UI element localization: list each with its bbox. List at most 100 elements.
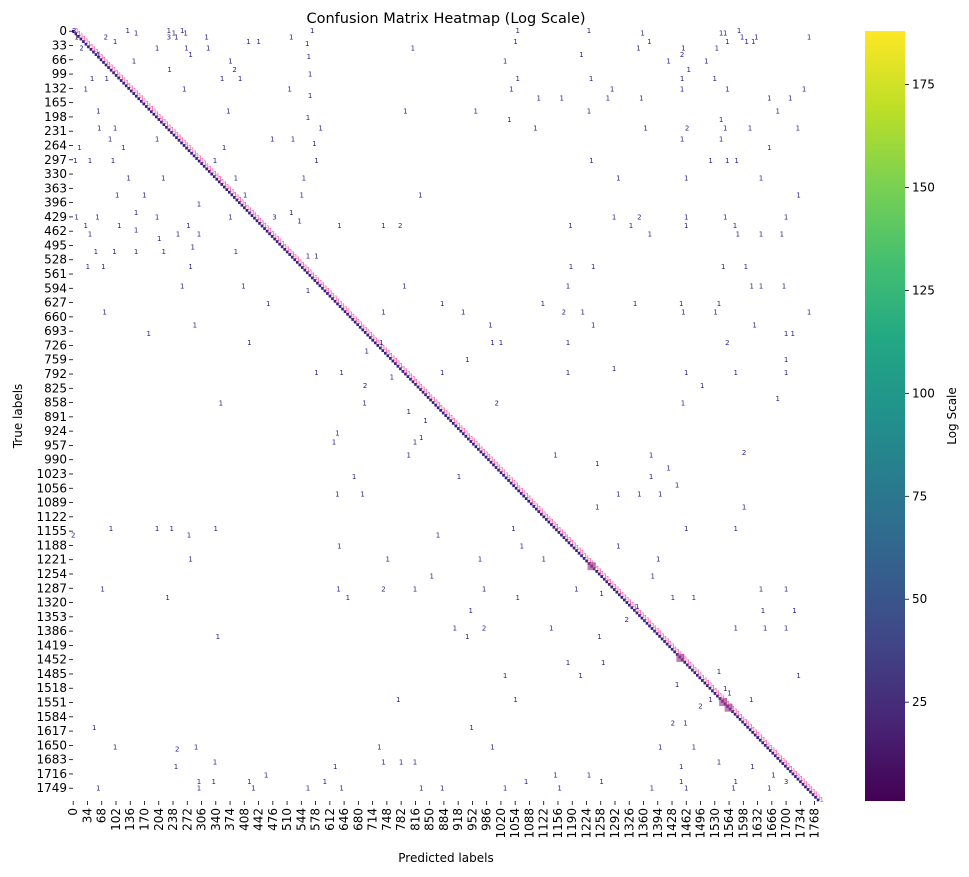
cell-count-label: 1 [734, 625, 738, 633]
diagonal-cell-label: 1 [633, 604, 637, 612]
cell-count-label: 1 [589, 157, 593, 165]
diagonal-cell [467, 437, 470, 441]
chart-title: Confusion Matrix Heatmap (Log Scale) [306, 11, 585, 27]
x-tick-label: 340 [209, 808, 223, 831]
cell-count-label: 1 [802, 86, 806, 94]
diagonal-cell-label: 1 [588, 557, 592, 565]
diagonal-cell [585, 559, 588, 563]
cell-count-label: 1 [601, 659, 605, 667]
cell-count-label: 1 [736, 231, 740, 239]
diagonal-cell-label: 1 [397, 360, 401, 368]
cell-count-label: 1 [289, 34, 293, 42]
diagonal-cell-label: 1 [711, 684, 715, 692]
cell-count-label: 2 [232, 66, 236, 74]
diagonal-cell-label: 1 [299, 258, 303, 266]
diagonal-cell [129, 89, 133, 93]
cell-count-label: 1 [591, 322, 595, 330]
cell-count-label: 2 [71, 531, 75, 539]
diagonal-cell-label: 1 [616, 586, 620, 594]
cell-count-label: 1 [461, 309, 465, 317]
x-tick-label: 374 [223, 808, 237, 831]
diagonal-cell [190, 151, 193, 155]
y-tick-label: 1485 [36, 667, 67, 681]
diagonal-cell [351, 318, 354, 321]
cell-count-label: 1 [336, 586, 340, 594]
diagonal-cell [240, 203, 244, 207]
cell-count-label: 1 [759, 283, 763, 291]
diagonal-cell-label: 1 [170, 126, 174, 134]
cell-count-label: 1 [73, 157, 77, 165]
diagonal-cell-label: 1 [621, 591, 625, 599]
x-tick-label: 34 [80, 808, 94, 823]
y-tick-label: 198 [44, 110, 67, 124]
cell-count-label: 1 [385, 555, 389, 563]
diagonal-cell [441, 411, 445, 415]
cell-count-label: 1 [647, 38, 651, 46]
cell-count-label: 2 [363, 382, 367, 390]
diagonal-cell-label: 1 [518, 484, 522, 492]
y-tick-label: 957 [44, 438, 67, 452]
cell-count-label: 1 [204, 34, 208, 42]
diagonal-cell-label: 1 [477, 443, 481, 451]
diagonal-cell-label: 1 [709, 682, 713, 690]
diagonal-cell [336, 302, 339, 306]
diagonal-cell [487, 458, 490, 462]
diagonal-cell-label: 1 [716, 689, 720, 697]
diagonal-cell [303, 268, 307, 272]
diagonal-cell [575, 549, 578, 553]
diagonal-cell [786, 767, 790, 771]
cell-count-label: 1 [96, 785, 100, 793]
cell-count-label: 1 [666, 464, 670, 472]
cell-count-label: 1 [187, 531, 191, 539]
diagonal-cell [207, 170, 211, 173]
cell-count-label: 1 [767, 785, 771, 793]
cell-count-label: 1 [684, 174, 688, 182]
diagonal-cell [494, 466, 498, 469]
diagonal-cell-label: 1 [457, 422, 461, 430]
diagonal-cell-label: 1 [538, 505, 542, 513]
diagonal-cell-label: 1 [784, 760, 788, 768]
x-tick-label: 102 [109, 808, 123, 831]
diagonal-cell-label: 1 [185, 141, 189, 149]
cell-count-label: 1 [731, 785, 735, 793]
y-tick-label: 1188 [36, 538, 67, 552]
diagonal-cell-label: 1 [419, 383, 423, 391]
diagonal-cell [220, 183, 224, 186]
diagonal-cell-label: 1 [523, 489, 527, 497]
diagonal-cell [180, 141, 183, 145]
diagonal-cell [260, 224, 264, 228]
diagonal-cell [348, 315, 352, 319]
diagonal-cell-label: 1 [75, 27, 79, 35]
diagonal-cell-label: 1 [148, 103, 152, 111]
diagonal-cell [758, 738, 762, 742]
cell-count-label: 1 [74, 213, 78, 221]
cell-count-label: 1 [784, 330, 788, 338]
diagonal-cell-label: 1 [706, 679, 710, 687]
diagonal-cell-label: 1 [251, 209, 255, 217]
diagonal-cell-label: 1 [155, 110, 159, 118]
cell-count-label: 1 [246, 38, 250, 46]
x-tick-label: 544 [294, 808, 308, 831]
diagonal-cell-label: 1 [362, 323, 366, 331]
diagonal-cell-label: 1 [414, 378, 418, 386]
cell-count-label: 1 [733, 222, 737, 230]
diagonal-cell [192, 154, 196, 158]
diagonal-cell-label: 1 [553, 521, 557, 529]
cell-count-label: 1 [503, 672, 507, 680]
diagonal-cell [363, 331, 367, 334]
y-tick-label: 66 [52, 53, 67, 67]
x-tick-label: 1598 [736, 808, 750, 839]
cell-count-label: 1 [721, 263, 725, 271]
diagonal-cell [733, 712, 737, 716]
cell-count-label: 1 [616, 542, 620, 550]
cell-count-label: 1 [749, 283, 753, 291]
diagonal-cell [640, 616, 644, 620]
cell-count-label: 1 [725, 157, 729, 165]
x-tick-label: 510 [280, 808, 294, 831]
cell-count-label: 1 [474, 107, 478, 115]
diagonal-cell [185, 146, 188, 150]
diagonal-cell [469, 440, 473, 443]
diagonal-cell [668, 645, 671, 649]
diagonal-cell [804, 785, 807, 789]
diagonal-cell [77, 35, 80, 38]
